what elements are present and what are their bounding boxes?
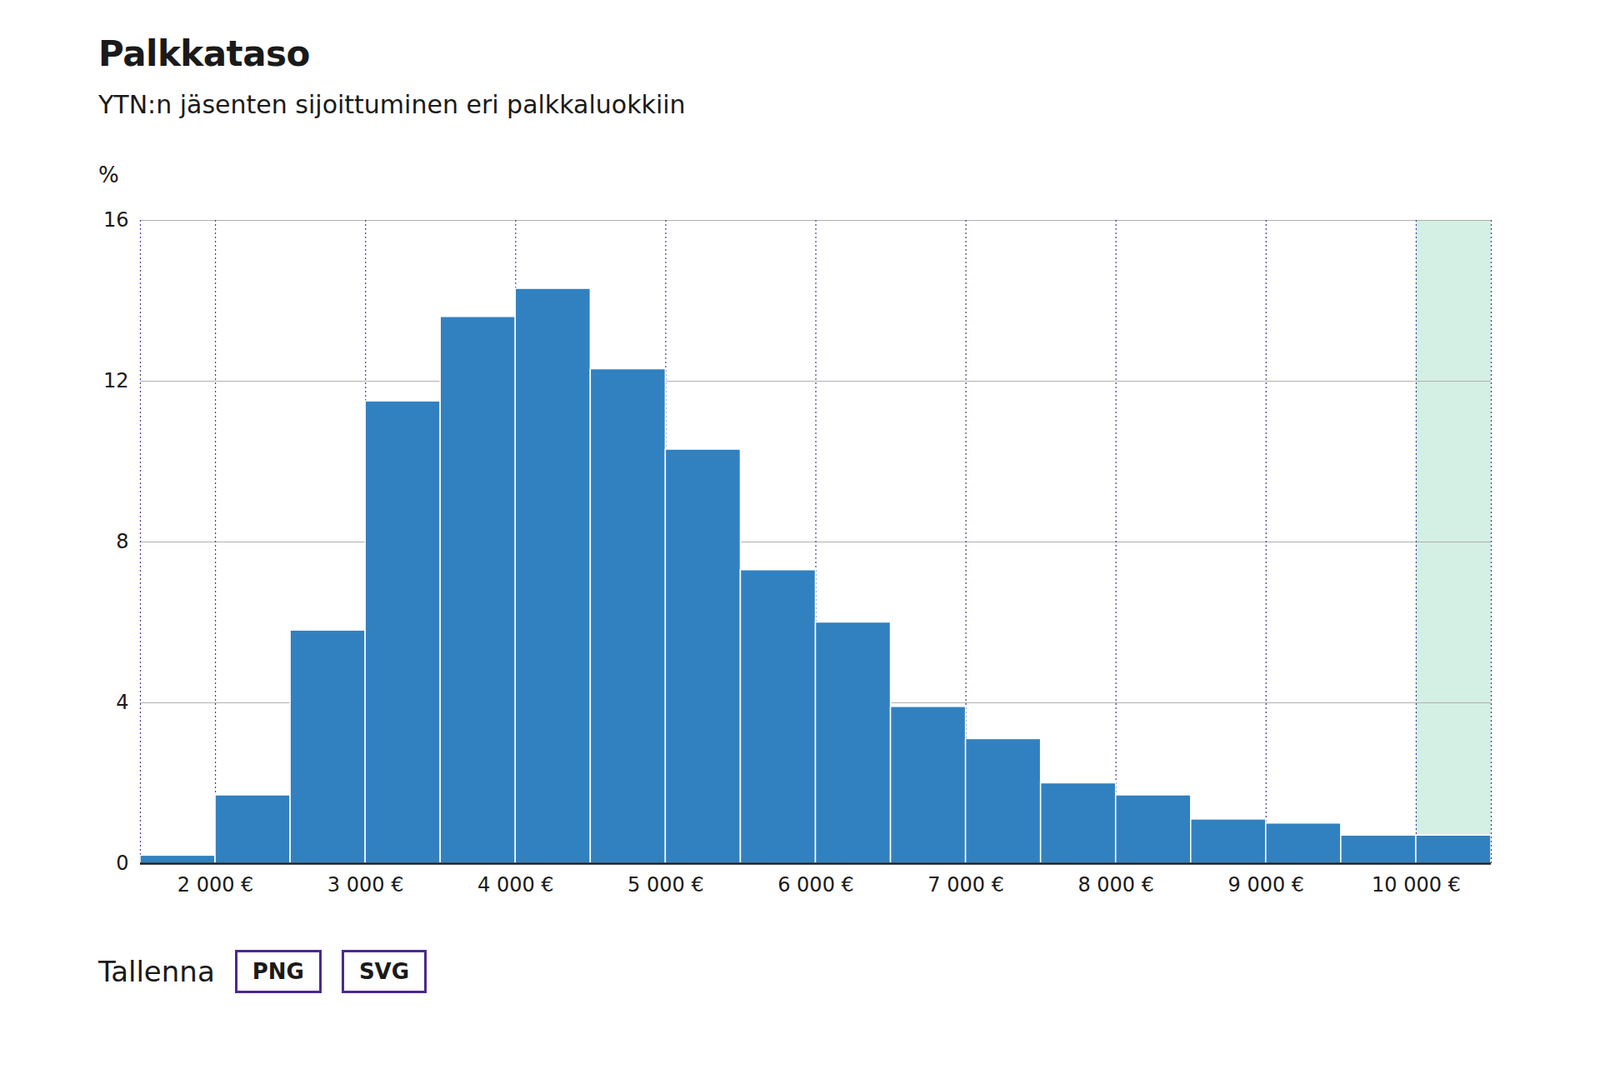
svg-text:8: 8: [115, 530, 129, 554]
html-text:Palkkataso: Palkkataso: [98, 33, 310, 75]
svg-text:0: 0: [115, 851, 129, 875]
svg-text:2 000 €: 2 000 €: [177, 873, 255, 897]
svg-text:5 000 €: 5 000 €: [627, 873, 705, 897]
svg-text:7 000 €: 7 000 €: [927, 873, 1005, 897]
html-text:SVG: SVG: [359, 959, 410, 985]
html-text:PNG: PNG: [252, 959, 305, 985]
svg-text:10 000 €: 10 000 €: [1371, 873, 1461, 897]
html-text:Tallenna: Tallenna: [98, 955, 215, 989]
svg-text:4 000 €: 4 000 €: [477, 873, 555, 897]
svg-text:9 000 €: 9 000 €: [1228, 873, 1305, 897]
svg-text:12: 12: [103, 369, 130, 393]
svg-text:6 000 €: 6 000 €: [777, 873, 855, 897]
svg-text:16: 16: [103, 208, 130, 232]
html-text:YTN:n jäsenten sijoittuminen e: YTN:n jäsenten sijoittuminen eri palkkal…: [98, 90, 686, 120]
svg-text:4: 4: [115, 690, 129, 715]
svg-text:8 000 €: 8 000 €: [1077, 873, 1155, 897]
svg-text:3 000 €: 3 000 €: [327, 873, 405, 897]
